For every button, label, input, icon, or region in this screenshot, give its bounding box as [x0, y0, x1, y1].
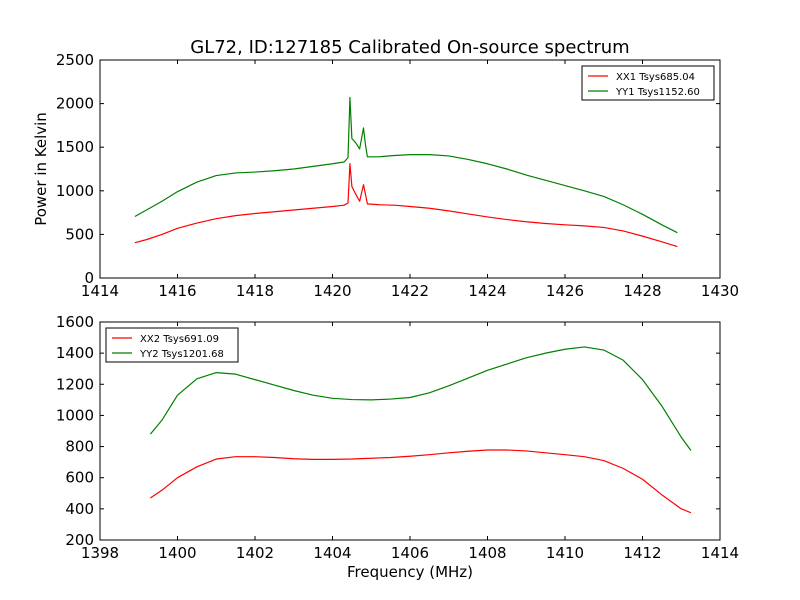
x-tick-label: 1418: [236, 282, 274, 300]
x-tick-label: 1402: [236, 544, 274, 562]
x-tick-label: 1412: [623, 544, 661, 562]
x-tick-label: 1406: [391, 544, 429, 562]
x-tick-label: 1420: [313, 282, 351, 300]
legend-box: [581, 65, 715, 101]
legend-entry: XX1 Tsys685.04: [616, 72, 695, 83]
x-tick-label: 1416: [158, 282, 196, 300]
x-tick-label: 1424: [468, 282, 506, 300]
x-tick-label: 1408: [468, 544, 506, 562]
y-tick-label: 200: [65, 531, 94, 549]
y-tick-label: 1200: [56, 375, 94, 393]
y-tick-label: 0: [84, 269, 94, 287]
x-tick-label: 1428: [623, 282, 661, 300]
x-tick-label: 1422: [391, 282, 429, 300]
y-tick-label: 1500: [56, 138, 94, 156]
x-tick-label: 1404: [313, 544, 351, 562]
x-tick-label: 1410: [546, 544, 584, 562]
top-subplot: 1414 1416 1418 1420 1422 1424 1426 1428 1430 0 500…: [56, 51, 739, 300]
bottom-subplot: 1398 1400 1402 1404 1406 1408 1410 1412 1414 200 4…: [56, 313, 739, 562]
x-axis-label: Frequency (MHz): [347, 563, 473, 581]
series-line-2: [149, 346, 692, 451]
x-tick-label: 1414: [701, 544, 739, 562]
y-tick-label: 1400: [56, 344, 94, 362]
y-tick-label: 2500: [56, 51, 94, 69]
y-tick-label: 400: [65, 500, 94, 518]
y-tick-label: 1000: [56, 182, 94, 200]
x-tick-label: 1398: [81, 544, 119, 562]
y-tick-label: 800: [65, 438, 94, 456]
figure-title: GL72, ID:127185 Calibrated On-source spe…: [190, 37, 629, 58]
y-tick-label: 2000: [56, 95, 94, 113]
x-tick-label: 1414: [81, 282, 119, 300]
legend-entry: YY1 Tsys1152.60: [615, 87, 700, 98]
legend-entry: YY2 Tsys1201.68: [139, 349, 224, 360]
y-tick-label: 1600: [56, 313, 94, 331]
legend: XX1 Tsys685.04 YY1 Tsys1152.60: [581, 65, 715, 101]
x-tick-label: 1400: [158, 544, 196, 562]
legend: XX2 Tsys691.09 YY2 Tsys1201.68: [105, 327, 239, 363]
x-tick-label: 1426: [546, 282, 584, 300]
y-tick-label: 1000: [56, 406, 94, 424]
x-tick-label: 1430: [701, 282, 739, 300]
series-line-2: [134, 96, 678, 234]
legend-box: [105, 327, 239, 363]
series-line-1: [150, 449, 692, 514]
series-line-1: [134, 163, 678, 248]
legend-entry: XX2 Tsys691.09: [140, 334, 219, 345]
y-tick-label: 600: [65, 469, 94, 487]
y-axis-label: Power in Kelvin: [32, 112, 50, 226]
y-tick-label: 500: [65, 225, 94, 243]
